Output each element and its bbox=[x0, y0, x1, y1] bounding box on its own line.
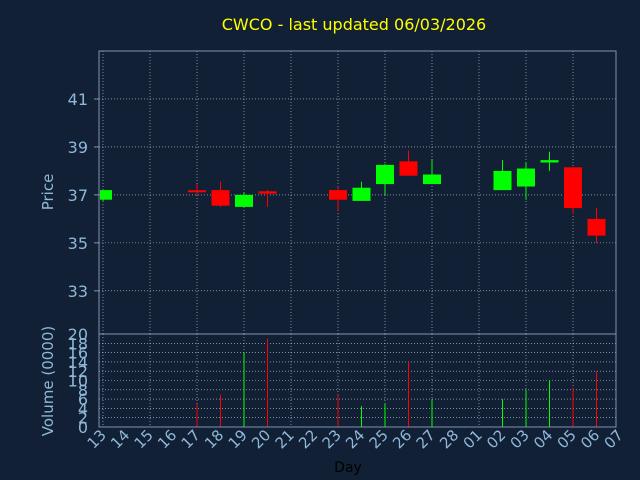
price-candles bbox=[100, 150, 606, 243]
price-tick-label: 41 bbox=[68, 90, 88, 109]
volume-tick-label: 10 bbox=[68, 372, 88, 391]
x-tick-label: 03 bbox=[507, 426, 533, 452]
x-axis-ticks: 1314151617181920212223242526272801020304… bbox=[84, 426, 627, 452]
x-tick-label: 14 bbox=[107, 426, 133, 452]
x-tick-label: 27 bbox=[413, 426, 439, 452]
x-tick-label: 04 bbox=[530, 426, 556, 452]
volume-tick-label: 4 bbox=[78, 399, 88, 418]
x-tick-label: 26 bbox=[389, 426, 415, 452]
price-tick-label: 33 bbox=[68, 282, 88, 301]
candle-body bbox=[564, 167, 582, 209]
x-tick-label: 17 bbox=[178, 426, 204, 452]
x-tick-label: 19 bbox=[225, 426, 251, 452]
volume-tick-label: 20 bbox=[68, 325, 88, 344]
volume-tick-label: 2 bbox=[78, 409, 88, 428]
volume-tick-label: 18 bbox=[68, 334, 88, 353]
x-axis-label: Day bbox=[334, 460, 362, 476]
price-axis-label: Price bbox=[39, 174, 57, 211]
candle-body bbox=[399, 161, 418, 176]
volume-axis-label: Volume (0000) bbox=[39, 326, 57, 436]
volume-tick-label: 16 bbox=[68, 344, 88, 363]
x-tick-label: 20 bbox=[248, 426, 274, 452]
candle-body bbox=[587, 218, 606, 236]
volume-tick-label: 6 bbox=[78, 390, 88, 409]
x-tick-label: 28 bbox=[436, 426, 462, 452]
price-tick-label: 35 bbox=[68, 234, 88, 253]
x-tick-label: 25 bbox=[366, 426, 392, 452]
price-axis-ticks: 33 35 37 39 41 bbox=[68, 90, 99, 301]
volume-panel-border bbox=[98, 333, 617, 428]
x-tick-label: 24 bbox=[342, 426, 368, 452]
candle-body bbox=[329, 190, 347, 200]
candle-body bbox=[423, 174, 441, 185]
price-tick-label: 37 bbox=[68, 186, 88, 205]
volume-tick-label: 12 bbox=[68, 362, 88, 381]
candle-body bbox=[188, 190, 206, 193]
candle-body bbox=[517, 168, 535, 187]
x-tick-label: 16 bbox=[154, 426, 180, 452]
price-tick-label: 39 bbox=[68, 138, 88, 157]
chart-title: CWCO - last updated 06/03/2026 bbox=[222, 15, 486, 34]
candle-body bbox=[376, 164, 394, 185]
volume-grid bbox=[99, 333, 616, 428]
candle-body bbox=[493, 170, 512, 191]
volume-tick-label: 0 bbox=[78, 418, 88, 437]
x-tick-label: 15 bbox=[131, 426, 157, 452]
x-tick-label: 06 bbox=[577, 426, 603, 452]
volume-bars bbox=[196, 338, 597, 427]
x-tick-label: 21 bbox=[272, 426, 298, 452]
candle-body bbox=[211, 190, 230, 206]
x-tick-label: 22 bbox=[295, 426, 321, 452]
volume-tick-label: 14 bbox=[68, 353, 88, 372]
x-tick-label: 23 bbox=[319, 426, 345, 452]
candle-body bbox=[100, 190, 112, 200]
candle-body bbox=[352, 187, 371, 201]
candle-body bbox=[235, 194, 253, 207]
candle-body bbox=[540, 160, 559, 163]
x-tick-label: 05 bbox=[554, 426, 580, 452]
candle-body bbox=[258, 191, 277, 194]
volume-tick-label: 8 bbox=[78, 381, 88, 400]
x-tick-label: 18 bbox=[201, 426, 227, 452]
x-tick-label: 07 bbox=[601, 426, 627, 452]
x-tick-label: 02 bbox=[483, 426, 509, 452]
x-tick-label: 01 bbox=[460, 426, 486, 452]
